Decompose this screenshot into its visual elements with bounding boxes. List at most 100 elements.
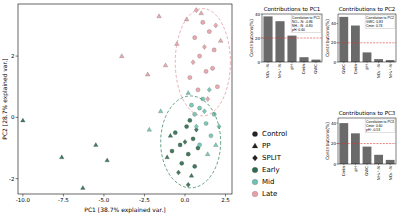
y-tick	[16, 56, 19, 57]
annotation-box	[365, 119, 395, 133]
y-tick-label: 40	[255, 12, 261, 17]
x-tick	[378, 62, 379, 63]
legend-label: Control	[262, 130, 287, 138]
point	[194, 8, 198, 13]
point	[189, 103, 193, 107]
x-tick-label: NH₄⁺-N	[277, 64, 282, 78]
bar	[339, 17, 348, 62]
y-tick-label: 40	[331, 121, 337, 126]
y-tick-label: 0	[11, 114, 15, 120]
point	[210, 66, 214, 70]
bar	[386, 60, 395, 62]
point	[176, 170, 180, 175]
x-tick-label: -2.5	[139, 197, 150, 203]
point	[185, 124, 189, 128]
figure: -10.0-7.5-5.0-2.50.02.5-202PC1 [38.7% ex…	[0, 0, 400, 215]
point	[215, 85, 219, 89]
point	[178, 143, 182, 147]
point	[165, 155, 170, 159]
bar	[363, 52, 372, 62]
bar	[299, 57, 308, 62]
x-tick-label: 0.0	[181, 197, 190, 203]
confidence-ellipse	[161, 96, 221, 188]
point	[206, 96, 210, 101]
plot-frame	[338, 118, 396, 164]
point	[168, 133, 173, 137]
legend-marker	[252, 131, 257, 136]
x-tick-label: NH₄⁺-N	[376, 166, 381, 180]
point	[147, 127, 152, 131]
y-tick-label: 0	[333, 162, 336, 167]
bar-panel: Contributions to PC2Contributions(%)0204…	[325, 6, 397, 78]
annotation-box	[365, 15, 395, 29]
y-tick-label: 0	[333, 60, 336, 65]
x-tick	[355, 164, 356, 165]
point	[218, 38, 223, 42]
annotation: Correlation to PC3Cmin: 0.60pH: -0.53	[365, 119, 395, 133]
x-tick	[268, 62, 269, 63]
y-axis-label: Contributions(%)	[325, 122, 330, 160]
x-tick-label: NO₃⁻-N	[265, 64, 270, 78]
x-tick	[367, 164, 368, 165]
point	[197, 54, 201, 58]
x-tick	[343, 62, 344, 63]
legend-label: SPLIT	[262, 154, 282, 162]
legend: ControlPPSPLITEarlyMidLate	[252, 130, 287, 198]
annotation-line: pH: -0.53	[366, 128, 380, 132]
plot-frame	[338, 14, 396, 62]
y-axis-label: PC2 [28.7% explained var.]	[1, 58, 9, 139]
bar	[339, 123, 348, 164]
point	[199, 11, 204, 15]
bar	[287, 36, 296, 62]
point	[145, 72, 150, 76]
legend-marker	[252, 167, 258, 173]
x-tick-label: Cmin	[341, 166, 346, 177]
point	[209, 134, 213, 138]
bar	[374, 155, 383, 164]
point	[191, 137, 195, 141]
point	[207, 29, 211, 33]
bar	[374, 59, 383, 62]
point	[180, 161, 184, 165]
legend-label: Mid	[262, 178, 274, 186]
x-tick-label: GWC	[313, 64, 318, 74]
point	[183, 139, 187, 144]
point	[202, 44, 206, 49]
bar-panel: Contributions to PC3Contributions(%)0204…	[325, 110, 397, 180]
y-tick-label: -2	[9, 176, 14, 182]
point	[186, 182, 190, 187]
point	[59, 155, 64, 159]
point	[21, 118, 26, 122]
bar	[275, 21, 284, 62]
point	[188, 118, 192, 122]
x-tick	[280, 62, 281, 63]
y-tick	[16, 178, 19, 179]
x-tick-label: Cmin	[353, 64, 358, 75]
annotation-line: pH: 0.60	[292, 28, 305, 32]
annotation-box	[291, 15, 321, 33]
x-tick-label: pH	[364, 64, 369, 70]
x-tick	[304, 62, 305, 63]
x-tick	[378, 164, 379, 165]
y-tick-label: 20	[255, 36, 261, 41]
point	[188, 75, 192, 79]
y-tick	[16, 117, 19, 118]
x-tick-label: -10.0	[16, 197, 31, 203]
y-tick-label: 2	[11, 53, 15, 59]
point	[193, 164, 197, 168]
x-tick	[367, 62, 368, 63]
legend-marker	[252, 191, 258, 197]
legend-label: Late	[262, 190, 277, 198]
point	[204, 121, 208, 125]
x-tick-label: GWC	[364, 166, 369, 176]
annotation: Correlation to PC1NO₃⁻-N: -0.86NH₄⁺-N: -…	[291, 15, 321, 33]
point	[119, 54, 124, 58]
point	[201, 20, 205, 24]
point	[202, 109, 206, 114]
point	[163, 63, 168, 67]
point	[170, 149, 174, 153]
point	[207, 87, 211, 92]
x-tick-label: -5.0	[99, 197, 110, 203]
reference-line	[338, 143, 396, 144]
point	[205, 152, 210, 156]
